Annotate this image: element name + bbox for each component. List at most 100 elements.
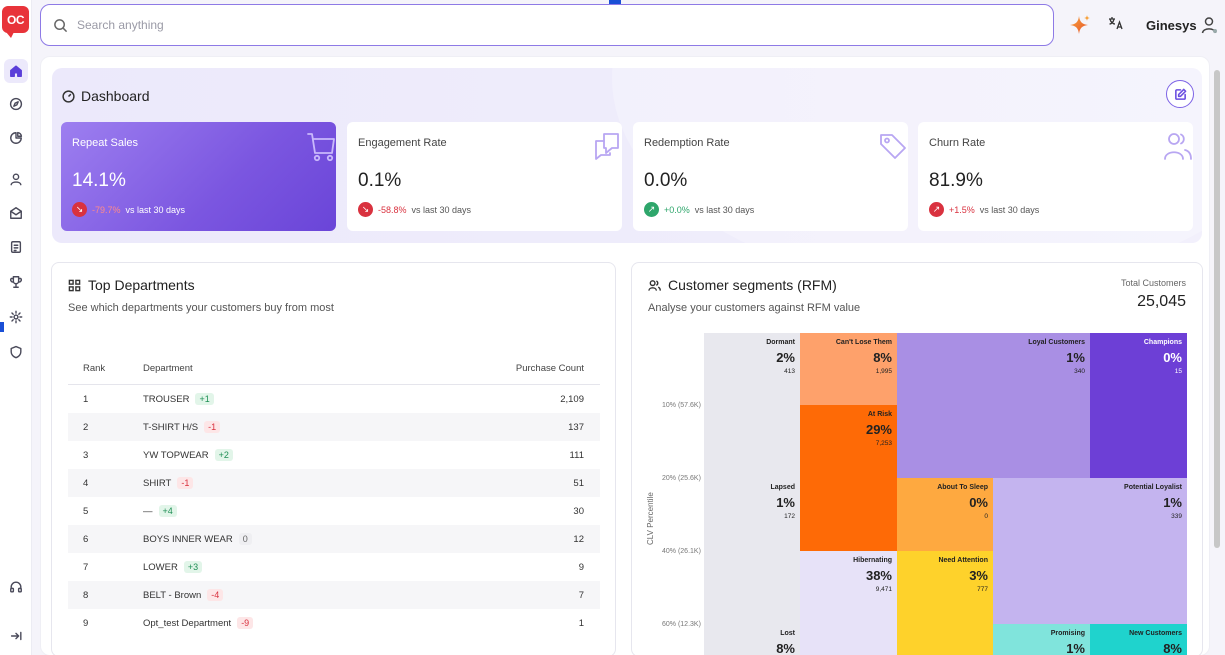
edit-dashboard-button[interactable]	[1166, 80, 1194, 108]
segment-name: New Customers	[1129, 630, 1182, 637]
rank-change-badge: +2	[214, 448, 233, 461]
search-input[interactable]	[77, 15, 977, 35]
rfm-segment-lapsed[interactable]: Lapsed 1% 172	[704, 478, 800, 624]
pie-chart-icon[interactable]	[4, 126, 28, 150]
segment-name: Promising	[1050, 630, 1085, 637]
top-departments-subtitle: See which departments your customers buy…	[68, 302, 334, 314]
kpi-trend: ↘ -79.7% vs last 30 days	[72, 202, 185, 217]
report-icon[interactable]	[4, 235, 28, 259]
row-department: — +4	[143, 504, 177, 517]
row-department: T-SHIRT H/S -1	[143, 420, 221, 433]
row-purchase-count: 7	[578, 590, 584, 601]
shield-icon[interactable]	[4, 340, 28, 364]
table-row[interactable]: 6 BOYS INNER WEAR 0 12	[68, 525, 600, 553]
segment-percent: 1%	[1066, 350, 1085, 365]
headset-icon[interactable]	[4, 575, 28, 599]
rfm-segment-about-to-sleep[interactable]: About To Sleep 0% 0	[897, 478, 993, 551]
rfm-segment-dormant[interactable]: Dormant 2% 413	[704, 333, 800, 478]
rank-change-badge: -1	[204, 420, 221, 433]
row-purchase-count: 12	[573, 534, 584, 545]
mail-icon[interactable]	[4, 201, 28, 225]
table-row[interactable]: 9 Opt_test Department -9 1	[68, 609, 600, 637]
kpi-card-churn-rate[interactable]: Churn Rate 81.9% ↗ +1.5% vs last 30 days	[918, 122, 1193, 231]
header-rank[interactable]: Rank	[83, 363, 106, 374]
segment-name: Potential Loyalist	[1124, 484, 1182, 491]
kpi-change-suffix: vs last 30 days	[411, 204, 472, 215]
rfm-segment-new-customers[interactable]: New Customers 8%	[1090, 624, 1187, 655]
row-purchase-count: 2,109	[560, 394, 584, 405]
rank-change-badge: +4	[158, 504, 177, 517]
kpi-card-redemption-rate[interactable]: Redemption Rate 0.0% ↗ +0.0% vs last 30 …	[633, 122, 908, 231]
account-icon[interactable]	[1198, 14, 1220, 36]
table-row[interactable]: 4 SHIRT -1 51	[68, 469, 600, 497]
segment-percent: 3%	[969, 568, 988, 583]
department-name: —	[143, 506, 153, 517]
table-body: 1 TROUSER +1 2,109 2 T-SHIRT H/S -1 137 3 YW TOPW…	[68, 385, 600, 637]
rfm-segment-need-attention[interactable]: Need Attention 3% 777	[897, 551, 993, 655]
row-department: BELT - Brown -4	[143, 588, 224, 601]
ai-sparkle-icon[interactable]	[1068, 14, 1092, 38]
segment-count: 9,471	[875, 586, 892, 593]
rfm-segment-lost[interactable]: Lost 8%	[704, 624, 800, 655]
kpi-trend: ↗ +1.5% vs last 30 days	[929, 202, 1039, 217]
app-logo[interactable]: OC	[2, 6, 29, 38]
header-department[interactable]: Department	[143, 363, 193, 374]
user-icon[interactable]	[4, 167, 28, 191]
kpi-change-suffix: vs last 30 days	[125, 204, 186, 215]
segment-name: At Risk	[867, 411, 892, 418]
table-row[interactable]: 5 — +4 30	[68, 497, 600, 525]
row-rank: 6	[83, 534, 89, 545]
table-row[interactable]: 2 T-SHIRT H/S -1 137	[68, 413, 600, 441]
settings-icon[interactable]	[4, 305, 28, 329]
segment-count: 15	[1174, 368, 1182, 375]
table-row[interactable]: 7 LOWER +3 9	[68, 553, 600, 581]
trend-up-icon: ↗	[644, 202, 659, 217]
table-row[interactable]: 1 TROUSER +1 2,109	[68, 385, 600, 413]
table-row[interactable]: 8 BELT - Brown -4 7	[68, 581, 600, 609]
rfm-segment-loyal-customers[interactable]: Loyal Customers 1% 340	[897, 333, 1090, 478]
department-name: LOWER	[143, 562, 178, 573]
kpi-card-repeat-sales[interactable]: Repeat Sales 14.1% ↘ -79.7% vs last 30 d…	[61, 122, 336, 231]
top-departments-panel: Top Departments See which departments yo…	[51, 262, 616, 655]
department-name: T-SHIRT H/S	[143, 422, 199, 433]
segment-name: Dormant	[766, 339, 795, 346]
trophy-icon[interactable]	[4, 270, 28, 294]
rfm-segment-can-t-lose-them[interactable]: Can't Lose Them 8% 1,995	[800, 333, 897, 405]
rfm-segment-hibernating[interactable]: Hibernating 38% 9,471	[800, 551, 897, 655]
row-rank: 4	[83, 478, 89, 489]
top-departments-title: Top Departments	[68, 277, 195, 293]
rank-change-badge: -1	[177, 476, 194, 489]
kpi-card-engagement-rate[interactable]: Engagement Rate 0.1% ↘ -58.8% vs last 30…	[347, 122, 622, 231]
header-purchase-count[interactable]: Purchase Count	[515, 363, 584, 374]
row-purchase-count: 30	[573, 506, 584, 517]
y-tick-label: 60% (12.3K)	[662, 621, 701, 628]
gauge-icon	[62, 89, 75, 103]
home-icon[interactable]	[4, 59, 28, 83]
rank-change-badge: -9	[237, 616, 254, 629]
edit-icon	[1174, 88, 1186, 100]
rank-change-badge: -4	[207, 588, 224, 601]
row-rank: 9	[83, 618, 89, 629]
segment-percent: 29%	[865, 422, 892, 437]
department-name: TROUSER	[143, 394, 190, 405]
rfm-segment-potential-loyalist[interactable]: Potential Loyalist 1% 339	[993, 478, 1187, 624]
kpi-trend: ↘ -58.8% vs last 30 days	[358, 202, 471, 217]
translate-icon[interactable]	[1108, 16, 1124, 33]
compass-icon[interactable]	[4, 92, 28, 116]
segment-count: 0	[984, 513, 988, 520]
rfm-segment-champions[interactable]: Champions 0% 15	[1090, 333, 1187, 478]
kpi-change: -79.7%	[92, 204, 121, 215]
rfm-segment-at-risk[interactable]: At Risk 29% 7,253	[800, 405, 897, 551]
department-name: YW TOPWEAR	[143, 450, 209, 461]
rank-change-badge: 0	[238, 532, 252, 545]
collapse-icon[interactable]	[4, 624, 28, 648]
segment-count: 340	[1074, 368, 1085, 375]
rfm-segment-promising[interactable]: Promising 1%	[993, 624, 1090, 655]
rfm-title: Customer segments (RFM)	[648, 277, 837, 293]
search-icon	[54, 19, 68, 33]
scrollbar-thumb[interactable]	[1214, 70, 1220, 548]
table-row[interactable]: 3 YW TOPWEAR +2 111	[68, 441, 600, 469]
row-department: YW TOPWEAR +2	[143, 448, 233, 461]
rank-change-badge: +1	[195, 392, 214, 405]
total-customers-label: Total Customers	[1120, 278, 1186, 288]
